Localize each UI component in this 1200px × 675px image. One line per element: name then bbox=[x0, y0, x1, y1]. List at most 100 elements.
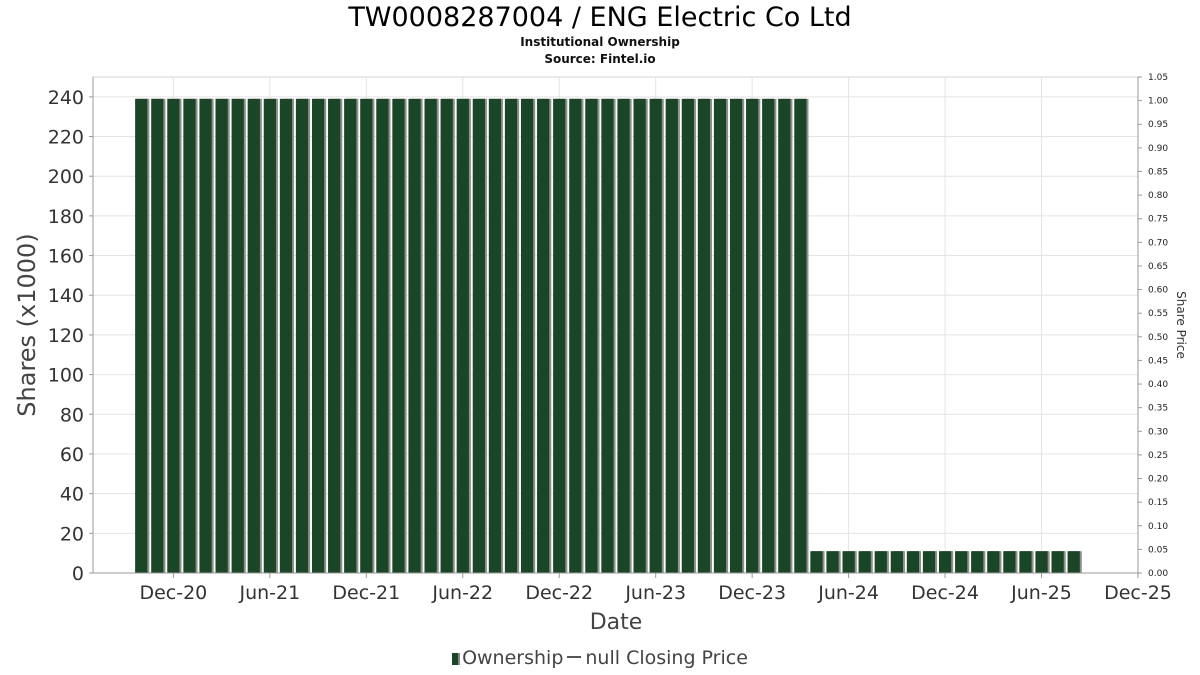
ownership-bar bbox=[1051, 551, 1064, 573]
ownership-bar bbox=[794, 98, 807, 573]
ownership-bar bbox=[617, 98, 630, 573]
ownership-bar bbox=[697, 98, 711, 573]
ownership-bar bbox=[746, 98, 759, 573]
secondary-y-tick-label: 0.70 bbox=[1148, 238, 1168, 248]
chart-plot: 0 20 40 60 80 100 120 140 160 180 200 220 240 Dec-20 J… bbox=[13, 73, 1188, 635]
ownership-bar bbox=[504, 98, 518, 573]
ownership-bar bbox=[247, 98, 260, 573]
ownership-bar bbox=[955, 551, 968, 573]
ownership-bar bbox=[601, 98, 614, 573]
secondary-y-tick-label: 0.60 bbox=[1148, 286, 1168, 296]
ownership-bar bbox=[537, 98, 550, 573]
secondary-y-tick-label: 0.05 bbox=[1148, 545, 1168, 555]
y-tick-label: 220 bbox=[48, 127, 84, 149]
ownership-bar bbox=[231, 98, 244, 573]
ownership-legend-swatch bbox=[452, 653, 461, 665]
y-tick-label: 40 bbox=[60, 484, 84, 506]
ownership-bar bbox=[376, 98, 389, 573]
ownership-bar bbox=[151, 98, 164, 573]
ownership-bar bbox=[649, 98, 662, 573]
ownership-bar bbox=[826, 551, 839, 573]
ownership-bar bbox=[1019, 551, 1032, 573]
x-tick-label: Dec-23 bbox=[718, 582, 786, 604]
secondary-y-tick-label: 0.95 bbox=[1148, 120, 1168, 130]
ownership-bar bbox=[906, 551, 920, 573]
secondary-y-tick-label: 0.00 bbox=[1148, 569, 1168, 579]
x-tick-label: Jun-25 bbox=[1010, 582, 1072, 604]
x-tick-label: Jun-22 bbox=[431, 582, 493, 604]
ownership-bar bbox=[295, 98, 309, 573]
ownership-bar bbox=[553, 98, 566, 573]
secondary-y-tick-label: 0.50 bbox=[1148, 333, 1168, 343]
ownership-bar bbox=[199, 98, 212, 573]
ownership-bar bbox=[729, 98, 743, 573]
ownership-bar bbox=[311, 98, 325, 573]
ownership-bar bbox=[456, 98, 469, 573]
x-tick-label: Jun-23 bbox=[624, 582, 686, 604]
chart-title: TW0008287004 / ENG Electric Co Ltd bbox=[348, 2, 852, 33]
x-tick-label: Dec-25 bbox=[1104, 582, 1172, 604]
y-tick-label: 60 bbox=[60, 444, 84, 466]
secondary-y-tick-label: 0.30 bbox=[1148, 427, 1168, 437]
secondary-y-tick-label: 0.15 bbox=[1148, 498, 1168, 508]
ownership-bar bbox=[585, 98, 598, 573]
secondary-y-tick-label: 0.35 bbox=[1148, 404, 1168, 414]
y-tick-label: 20 bbox=[60, 523, 84, 545]
chart-subtitle: Institutional Ownership bbox=[520, 35, 680, 49]
secondary-y-tick-label: 0.80 bbox=[1148, 191, 1168, 201]
secondary-y-tick-label: 0.85 bbox=[1148, 167, 1168, 177]
secondary-y-tick-label: 0.40 bbox=[1148, 380, 1168, 390]
ownership-bar bbox=[408, 98, 421, 573]
y-tick-label: 80 bbox=[60, 404, 84, 426]
ownership-bar bbox=[842, 551, 855, 573]
ownership-bar bbox=[762, 98, 775, 573]
y-tick-label: 140 bbox=[48, 285, 84, 307]
y-tick-label: 240 bbox=[48, 87, 84, 109]
ownership-bar bbox=[328, 98, 341, 573]
secondary-y-axis-title: Share Price bbox=[1174, 291, 1188, 359]
axes-layer: 0 20 40 60 80 100 120 140 160 180 200 220 240 Dec-20 J… bbox=[48, 73, 1172, 604]
ownership-bar bbox=[215, 98, 228, 573]
y-axis-title: Shares (x1000) bbox=[13, 233, 41, 416]
closing-price-legend-swatch bbox=[567, 656, 582, 658]
ownership-bar bbox=[167, 98, 180, 573]
ownership-bar bbox=[440, 98, 453, 573]
ownership-bar bbox=[569, 98, 582, 573]
ownership-bar bbox=[987, 551, 1000, 573]
y-tick-label: 100 bbox=[48, 365, 84, 387]
x-axis-title: Date bbox=[590, 610, 643, 635]
ownership-bar bbox=[279, 98, 293, 573]
ownership-bar bbox=[360, 98, 373, 573]
ownership-bar bbox=[520, 98, 534, 573]
chart-source: Source: Fintel.io bbox=[544, 52, 656, 66]
legend-ownership-label: Ownership bbox=[462, 647, 564, 669]
bars-layer bbox=[135, 98, 1082, 573]
ownership-bar bbox=[424, 98, 437, 573]
ownership-bar bbox=[874, 551, 887, 573]
x-tick-label: Jun-24 bbox=[817, 582, 879, 604]
ownership-bar bbox=[922, 551, 936, 573]
y-tick-label: 0 bbox=[72, 563, 84, 585]
ownership-bar bbox=[392, 98, 405, 573]
ownership-bar bbox=[858, 551, 871, 573]
ownership-bar bbox=[681, 98, 694, 573]
ownership-bar bbox=[1067, 551, 1080, 573]
secondary-y-tick-label: 0.55 bbox=[1148, 309, 1168, 319]
secondary-y-tick-label: 0.75 bbox=[1148, 215, 1168, 225]
secondary-y-tick-label: 1.00 bbox=[1148, 97, 1168, 107]
ownership-bar bbox=[665, 98, 678, 573]
ownership-bar bbox=[810, 551, 823, 573]
legend: Ownership null Closing Price bbox=[0, 647, 1200, 669]
ownership-bar bbox=[263, 98, 276, 573]
ownership-bar bbox=[778, 98, 791, 573]
ownership-bar bbox=[472, 98, 485, 573]
ownership-bar bbox=[344, 98, 357, 573]
ownership-bar bbox=[713, 98, 727, 573]
secondary-y-tick-label: 0.90 bbox=[1148, 144, 1168, 154]
y-tick-label: 120 bbox=[48, 325, 84, 347]
y-tick-label: 200 bbox=[48, 166, 84, 188]
secondary-y-tick-label: 0.65 bbox=[1148, 262, 1168, 272]
ownership-bar bbox=[135, 98, 148, 573]
ownership-bar bbox=[890, 551, 903, 573]
x-tick-label: Dec-20 bbox=[139, 582, 207, 604]
